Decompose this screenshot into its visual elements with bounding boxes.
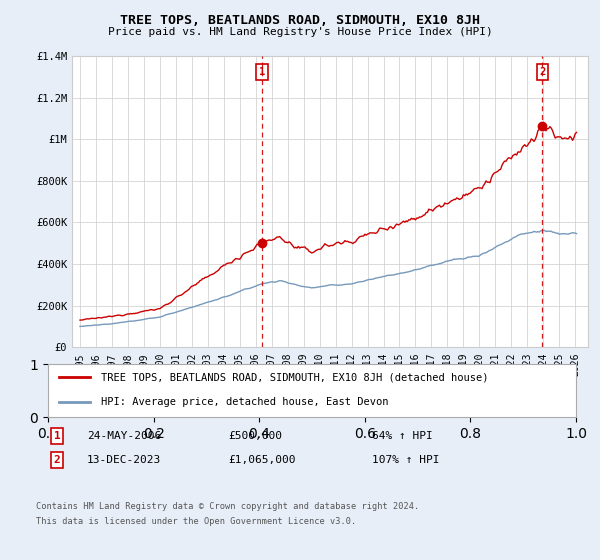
Text: Price paid vs. HM Land Registry's House Price Index (HPI): Price paid vs. HM Land Registry's House …	[107, 27, 493, 37]
Text: TREE TOPS, BEATLANDS ROAD, SIDMOUTH, EX10 8JH: TREE TOPS, BEATLANDS ROAD, SIDMOUTH, EX1…	[120, 14, 480, 27]
Text: HPI: Average price, detached house, East Devon: HPI: Average price, detached house, East…	[101, 397, 388, 407]
Text: 2: 2	[539, 67, 545, 77]
Text: £500,000: £500,000	[228, 431, 282, 441]
Text: 2: 2	[53, 455, 61, 465]
Text: 1: 1	[53, 431, 61, 441]
Text: 107% ↑ HPI: 107% ↑ HPI	[372, 455, 439, 465]
Text: 1: 1	[259, 67, 265, 77]
Text: 13-DEC-2023: 13-DEC-2023	[87, 455, 161, 465]
Text: 24-MAY-2006: 24-MAY-2006	[87, 431, 161, 441]
Text: Contains HM Land Registry data © Crown copyright and database right 2024.: Contains HM Land Registry data © Crown c…	[36, 502, 419, 511]
Text: 64% ↑ HPI: 64% ↑ HPI	[372, 431, 433, 441]
Text: TREE TOPS, BEATLANDS ROAD, SIDMOUTH, EX10 8JH (detached house): TREE TOPS, BEATLANDS ROAD, SIDMOUTH, EX1…	[101, 372, 488, 382]
Text: This data is licensed under the Open Government Licence v3.0.: This data is licensed under the Open Gov…	[36, 517, 356, 526]
Text: £1,065,000: £1,065,000	[228, 455, 296, 465]
